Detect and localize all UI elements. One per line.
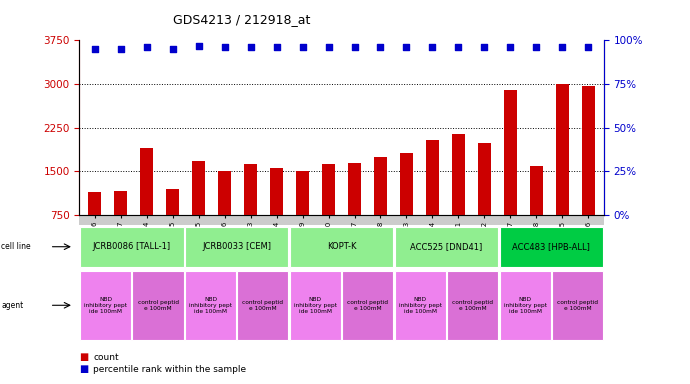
Bar [582, 86, 595, 259]
Text: ■: ■ [79, 352, 88, 362]
Text: ACC525 [DND41]: ACC525 [DND41] [411, 242, 482, 251]
Text: JCRB0033 [CEM]: JCRB0033 [CEM] [202, 242, 271, 251]
Text: JCRB0086 [TALL-1]: JCRB0086 [TALL-1] [92, 242, 171, 251]
Point [401, 44, 412, 50]
Point [323, 44, 334, 50]
Point [141, 44, 152, 50]
Point [453, 44, 464, 50]
Text: NBD
inhibitory pept
ide 100mM: NBD inhibitory pept ide 100mM [504, 297, 546, 314]
Point [271, 44, 282, 50]
Bar [348, 163, 361, 259]
Bar [115, 192, 128, 259]
Bar [530, 166, 543, 259]
Text: control peptid
e 100mM: control peptid e 100mM [557, 300, 598, 311]
Bar [555, 84, 569, 259]
Text: NBD
inhibitory pept
ide 100mM: NBD inhibitory pept ide 100mM [84, 297, 127, 314]
Point [479, 44, 490, 50]
Text: GDS4213 / 212918_at: GDS4213 / 212918_at [172, 13, 310, 26]
Bar [504, 90, 517, 259]
Point [427, 44, 438, 50]
Text: NBD
inhibitory pept
ide 100mM: NBD inhibitory pept ide 100mM [294, 297, 337, 314]
Bar [244, 164, 257, 259]
Bar [322, 164, 335, 259]
Point [193, 43, 204, 49]
Point [582, 44, 593, 50]
Text: NBD
inhibitory pept
ide 100mM: NBD inhibitory pept ide 100mM [399, 297, 442, 314]
Text: ■: ■ [79, 364, 88, 374]
Bar [374, 157, 387, 259]
Text: count: count [93, 353, 119, 362]
Text: percentile rank within the sample: percentile rank within the sample [93, 365, 246, 374]
Bar [193, 161, 205, 259]
Point [557, 44, 568, 50]
Text: control peptid
e 100mM: control peptid e 100mM [242, 300, 284, 311]
Point [505, 44, 516, 50]
Text: agent: agent [1, 301, 23, 310]
Point [349, 44, 360, 50]
Point [115, 46, 126, 52]
Point [219, 44, 230, 50]
Bar [296, 171, 309, 259]
Point [375, 44, 386, 50]
Text: control peptid
e 100mM: control peptid e 100mM [452, 300, 493, 311]
Text: control peptid
e 100mM: control peptid e 100mM [137, 300, 179, 311]
Bar [452, 134, 465, 259]
Bar [270, 167, 283, 259]
Bar [88, 192, 101, 259]
Text: KOPT-K: KOPT-K [327, 242, 356, 251]
Bar [218, 171, 231, 259]
Point [90, 46, 101, 52]
Text: cell line: cell line [1, 242, 31, 251]
Bar [140, 148, 153, 259]
Bar [478, 143, 491, 259]
Bar [400, 153, 413, 259]
Point [167, 46, 178, 52]
Point [297, 44, 308, 50]
Text: control peptid
e 100mM: control peptid e 100mM [347, 300, 388, 311]
Text: NBD
inhibitory pept
ide 100mM: NBD inhibitory pept ide 100mM [189, 297, 232, 314]
Text: ACC483 [HPB-ALL]: ACC483 [HPB-ALL] [513, 242, 590, 251]
Point [245, 44, 256, 50]
Bar [426, 140, 439, 259]
Point [531, 44, 542, 50]
Bar [166, 189, 179, 259]
